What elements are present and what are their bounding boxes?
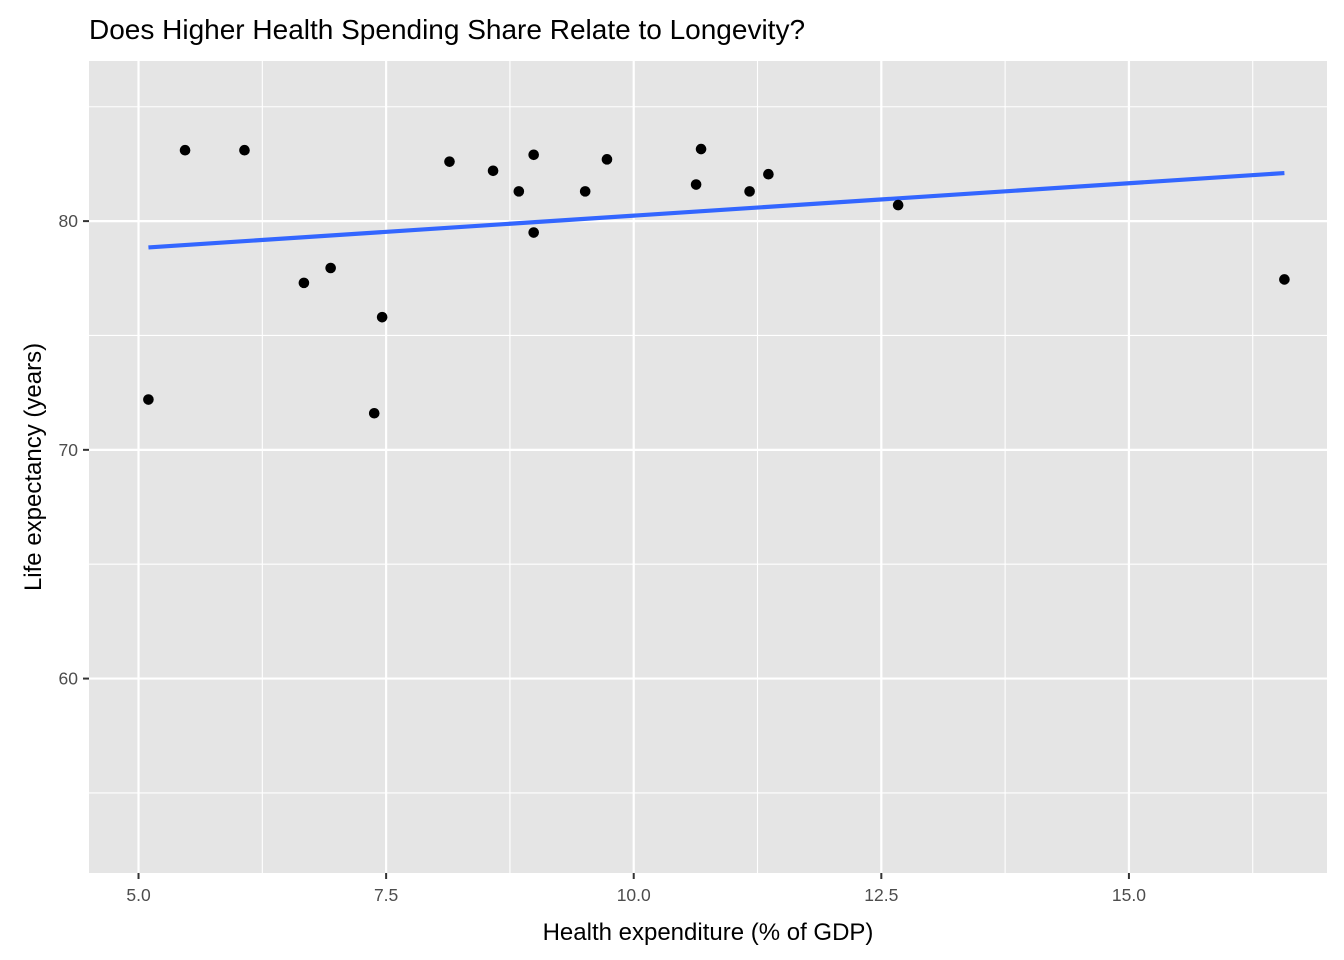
data-point [690,179,702,190]
x-tick-label: 7.5 [374,885,398,905]
data-point [376,311,388,323]
x-axis-title: Health expenditure (% of GDP) [543,919,874,946]
major-gridlines [89,61,1327,873]
data-points [143,143,1290,419]
data-point [239,144,250,156]
x-tick-label: 5.0 [126,885,151,905]
data-point [487,165,499,177]
data-point [143,394,154,405]
y-axis-title: Life expectancy (years) [20,343,47,591]
data-point [179,144,191,156]
y-tick-label: 80 [59,211,79,231]
data-point [325,262,336,274]
data-point [444,156,455,167]
y-tick-label: 70 [59,440,79,460]
data-point [601,154,613,165]
data-point [695,143,707,155]
y-tick-label: 60 [59,669,79,689]
data-point [744,186,755,197]
x-tick-label: 15.0 [1112,885,1146,905]
data-point [528,227,539,238]
plot-panel [89,61,1327,873]
x-tick-label: 10.0 [617,885,651,905]
data-point [528,149,539,161]
data-point [513,186,525,197]
chart-title: Does Higher Health Spending Share Relate… [89,14,805,45]
x-axis: 5.0 7.5 10.0 12.5 15.0 [126,873,1146,905]
trend-line [148,170,1285,250]
data-point [368,407,380,419]
data-point [892,199,904,211]
trend-line-group [148,170,1285,250]
data-point [579,186,591,197]
y-axis: 60 70 80 [59,211,89,689]
x-tick-label: 12.5 [864,885,898,905]
minor-gridlines [89,61,1327,873]
data-point [298,277,310,289]
data-point [763,168,774,180]
data-point [1279,274,1290,285]
